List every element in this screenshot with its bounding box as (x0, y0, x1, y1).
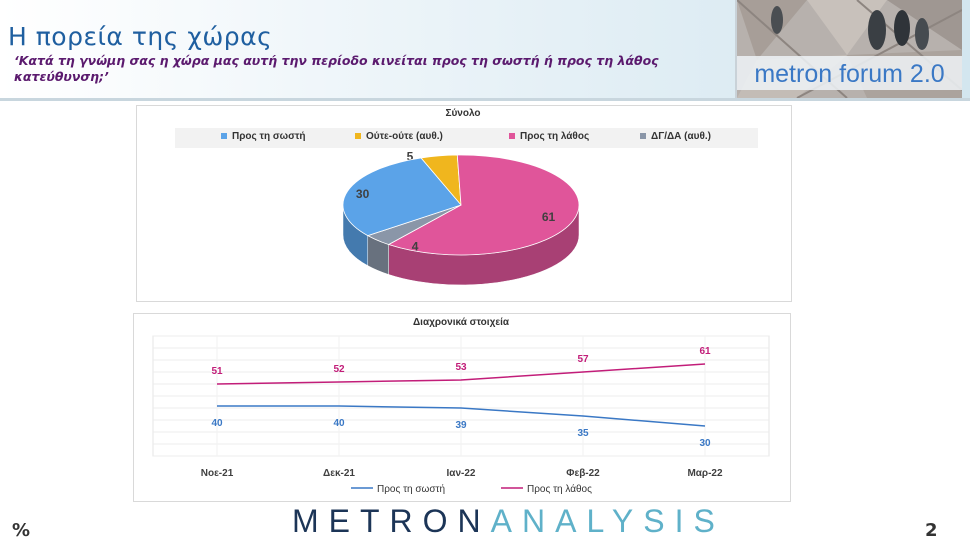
page-title: Η πορεία της χώρας (8, 22, 273, 51)
line-data-label: 61 (699, 346, 711, 357)
pie-data-label: 5 (407, 150, 414, 163)
brand-metron: METRON (292, 503, 491, 539)
header-banner: Η πορεία της χώρας ‘Κατά τη γνώμη σας η … (0, 0, 970, 101)
legend-swatch (355, 133, 361, 140)
legend-swatch (509, 133, 515, 140)
page-subtitle: ‘Κατά τη γνώμη σας η χώρα μας αυτή την π… (14, 53, 659, 84)
line-data-label: 35 (577, 428, 589, 439)
legend-label: Προς τη σωστή (232, 131, 306, 142)
pie-slice (387, 154, 580, 256)
legend-label: Προς τη λάθος (520, 131, 590, 142)
legend-label: Προς τη σωστή (377, 483, 445, 495)
pie-data-label: 61 (542, 210, 556, 224)
pie-slice (342, 157, 462, 237)
legend-label: Προς τη λάθος (527, 483, 592, 495)
x-tick-label: Φεβ-22 (566, 468, 600, 479)
metron-analysis-logo: METRONANALYSIS (292, 503, 725, 540)
legend-swatch (221, 133, 227, 140)
series-line-wrong (216, 363, 706, 385)
line-data-label: 30 (699, 438, 711, 449)
header-rule (0, 98, 970, 101)
line-chart: 40 40 39 35 30 51 52 53 57 61 Νοε-21 Δεκ-21 Ιαν-22 Φε… (152, 335, 770, 495)
legend-label: ΔΓ/ΔΑ (αυθ.) (651, 131, 711, 142)
forum-logo-image (737, 0, 962, 98)
pie-data-label: 30 (356, 187, 370, 201)
x-tick-label: Μαρ-22 (687, 468, 723, 479)
x-tick-label: Δεκ-21 (323, 468, 355, 479)
line-chart-title: Διαχρονικά στοιχεία (412, 317, 509, 328)
brand-analysis: ANALYSIS (490, 503, 725, 539)
line-data-label: 51 (211, 366, 223, 377)
line-data-label: 39 (455, 420, 467, 431)
legend-item-neutral: Ούτε-ούτε (αυθ.) (355, 131, 443, 142)
series-line-right (217, 405, 706, 427)
forum-logo: metron forum 2.0 (735, 0, 962, 98)
line-data-label: 40 (211, 418, 223, 429)
legend-item-dk: ΔΓ/ΔΑ (αυθ.) (640, 131, 711, 142)
line-data-label: 57 (577, 354, 589, 365)
x-tick-label: Νοε-21 (201, 468, 234, 479)
forum-logo-text: metron forum 2.0 (754, 60, 945, 88)
line-data-label: 40 (333, 418, 345, 429)
pie-chart-title: Σύνολο (445, 108, 481, 119)
page-number: 2 (925, 520, 938, 541)
legend-item-wrong: Προς τη λάθος (509, 131, 589, 142)
percent-label: % (12, 520, 31, 541)
pie-data-label: 4 (412, 239, 419, 253)
line-data-label: 52 (333, 364, 345, 375)
pie-legend: Προς τη σωστή Ούτε-ούτε (αυθ.) Προς τη λ… (175, 128, 758, 148)
legend-swatch (640, 133, 646, 140)
x-tick-label: Ιαν-22 (447, 468, 476, 479)
pie-chart: 5 61 4 30 (342, 150, 580, 286)
line-data-label: 53 (455, 362, 467, 373)
legend-label: Ούτε-ούτε (αυθ.) (366, 131, 443, 142)
legend-item-right: Προς τη σωστή (221, 131, 306, 142)
